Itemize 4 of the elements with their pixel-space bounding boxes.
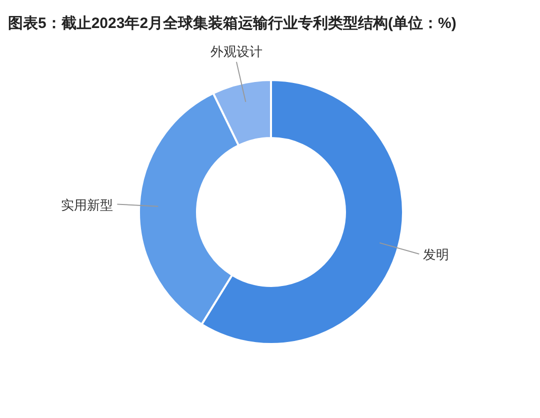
slice-label: 外观设计 — [210, 44, 262, 59]
chart-title: 图表5：截止2023年2月全球集装箱运输行业专利类型结构(单位：%) — [8, 15, 456, 32]
slice-label: 实用新型 — [61, 197, 114, 212]
slice-label: 发明 — [423, 247, 450, 262]
